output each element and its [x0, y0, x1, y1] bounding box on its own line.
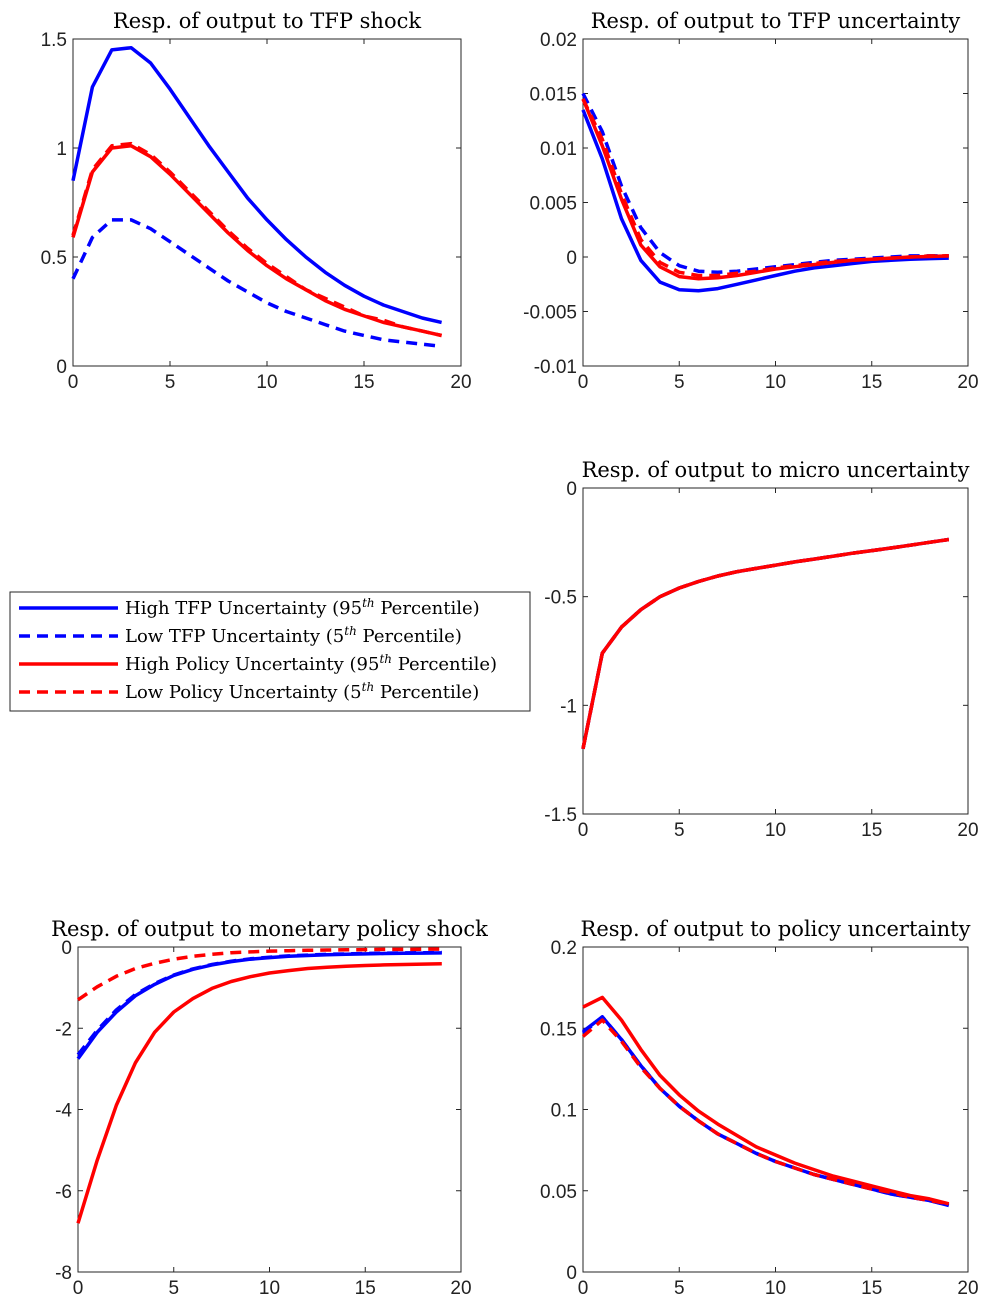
y-tick-label: 0	[566, 1263, 577, 1284]
y-tick-label: 1.5	[41, 30, 67, 51]
y-tick-label: -8	[55, 1263, 72, 1284]
x-tick-label: 0	[578, 820, 589, 841]
x-tick-label: 0	[578, 1278, 589, 1299]
y-tick-label: -2	[55, 1019, 72, 1040]
x-tick-label: 15	[353, 372, 374, 393]
axes-box	[582, 487, 969, 815]
legend-label-suffix: Percentile)	[375, 598, 480, 619]
series-line-4	[71, 141, 442, 338]
y-tick-label: 0	[56, 357, 67, 378]
y-tick-label: 0.015	[529, 85, 577, 106]
chart-panel-5: Resp. of output to policy uncertainty 0 5 1…	[540, 917, 979, 1299]
x-tick-label: 10	[259, 1278, 280, 1299]
series-line-2	[581, 92, 949, 275]
y-tick-label: -0.5	[544, 588, 577, 609]
chart-title: Resp. of output to monetary policy shock	[51, 917, 488, 941]
series-line-3	[76, 961, 442, 1224]
x-tick-label: 20	[957, 372, 978, 393]
legend: High TFP Uncertainty (95th Percentile)Lo…	[9, 591, 531, 712]
y-tick-label: -1	[560, 696, 577, 717]
series-line-3	[581, 537, 950, 750]
x-tick-label: 15	[861, 372, 882, 393]
chart-panel-1: Resp. of output to TFP shock 0 5 10 15 20 0 0.5…	[41, 9, 472, 393]
legend-label-suffix: Percentile)	[357, 626, 462, 647]
legend-label-superscript: th	[344, 624, 357, 638]
chart-panel-2: Resp. of output to TFP uncertainty 0 5 10 15…	[523, 9, 978, 393]
y-tick-label: -6	[55, 1182, 72, 1203]
y-tick-label: 0.05	[540, 1182, 577, 1203]
x-tick-label: 15	[861, 820, 882, 841]
x-tick-label: 20	[450, 1278, 471, 1299]
legend-entry-label: Low Policy Uncertainty (5th Percentile)	[125, 680, 479, 703]
series-line-2	[71, 218, 442, 349]
x-tick-label: 10	[256, 372, 277, 393]
x-tick-label: 5	[674, 1278, 685, 1299]
chart-title: Resp. of output to TFP uncertainty	[591, 9, 961, 33]
x-tick-label: 20	[957, 1278, 978, 1299]
legend-entry-label: High TFP Uncertainty (95th Percentile)	[125, 596, 480, 619]
series-line-1	[581, 537, 950, 750]
series-line-1	[71, 45, 442, 325]
x-tick-label: 5	[168, 1278, 179, 1299]
axes-box	[72, 38, 462, 367]
x-tick-label: 20	[450, 372, 471, 393]
y-tick-label: 0.005	[529, 194, 577, 215]
legend-label-main: High Policy Uncertainty (95	[125, 654, 379, 675]
series-line-4	[581, 537, 950, 750]
y-tick-label: -0.005	[523, 303, 577, 324]
y-tick-label: 0.5	[41, 248, 67, 269]
x-tick-label: 0	[578, 372, 589, 393]
chart-title: Resp. of output to micro uncertainty	[582, 458, 970, 482]
series-line-4	[581, 98, 949, 278]
legend-label-suffix: Percentile)	[374, 682, 479, 703]
legend-label-superscript: th	[362, 680, 375, 694]
x-tick-label: 10	[765, 372, 786, 393]
y-tick-label: -0.01	[534, 357, 577, 378]
series-line-1	[76, 951, 442, 1060]
x-tick-label: 0	[73, 1278, 84, 1299]
y-tick-label: 0.02	[540, 30, 577, 51]
y-tick-label: 0	[61, 938, 72, 959]
legend-entry-label: Low TFP Uncertainty (5th Percentile)	[125, 624, 462, 647]
series-line-2	[581, 537, 950, 750]
series-line-3	[582, 995, 950, 1206]
y-tick-label: 0.2	[551, 938, 577, 959]
legend-label-main: Low TFP Uncertainty (5	[125, 626, 344, 647]
chart-title: Resp. of output to TFP shock	[113, 9, 421, 33]
legend-label-superscript: th	[379, 652, 392, 666]
chart-panel-4: Resp. of output to monetary policy shock…	[51, 917, 488, 1299]
y-tick-label: 0.1	[551, 1101, 577, 1122]
y-tick-label: 0.01	[540, 139, 577, 160]
x-tick-label: 15	[861, 1278, 882, 1299]
x-tick-label: 5	[674, 820, 685, 841]
y-tick-label: -1.5	[544, 805, 577, 826]
x-tick-label: 10	[765, 820, 786, 841]
series-line-1	[581, 109, 949, 293]
y-tick-label: -4	[55, 1101, 72, 1122]
axes-box	[582, 38, 969, 367]
series-line-4	[581, 1018, 950, 1206]
x-tick-label: 15	[355, 1278, 376, 1299]
legend-label-main: Low Policy Uncertainty (5	[125, 682, 362, 703]
legend-label-superscript: th	[362, 596, 375, 610]
x-tick-label: 10	[765, 1278, 786, 1299]
series-line-4	[77, 947, 442, 1002]
axes-box	[582, 946, 969, 1273]
x-tick-label: 5	[165, 372, 176, 393]
legend-label-main: High TFP Uncertainty (95	[125, 598, 362, 619]
y-tick-label: 0	[566, 248, 577, 269]
legend-entry-label: High Policy Uncertainty (95th Percentile…	[125, 652, 497, 675]
y-tick-label: 1	[56, 139, 67, 160]
y-tick-label: 0.15	[540, 1019, 577, 1040]
legend-label-suffix: Percentile)	[392, 654, 497, 675]
chart-title: Resp. of output to policy uncertainty	[581, 917, 971, 941]
x-tick-label: 5	[674, 372, 685, 393]
x-tick-label: 0	[68, 372, 79, 393]
y-tick-label: 0	[566, 479, 577, 500]
x-tick-label: 20	[957, 820, 978, 841]
